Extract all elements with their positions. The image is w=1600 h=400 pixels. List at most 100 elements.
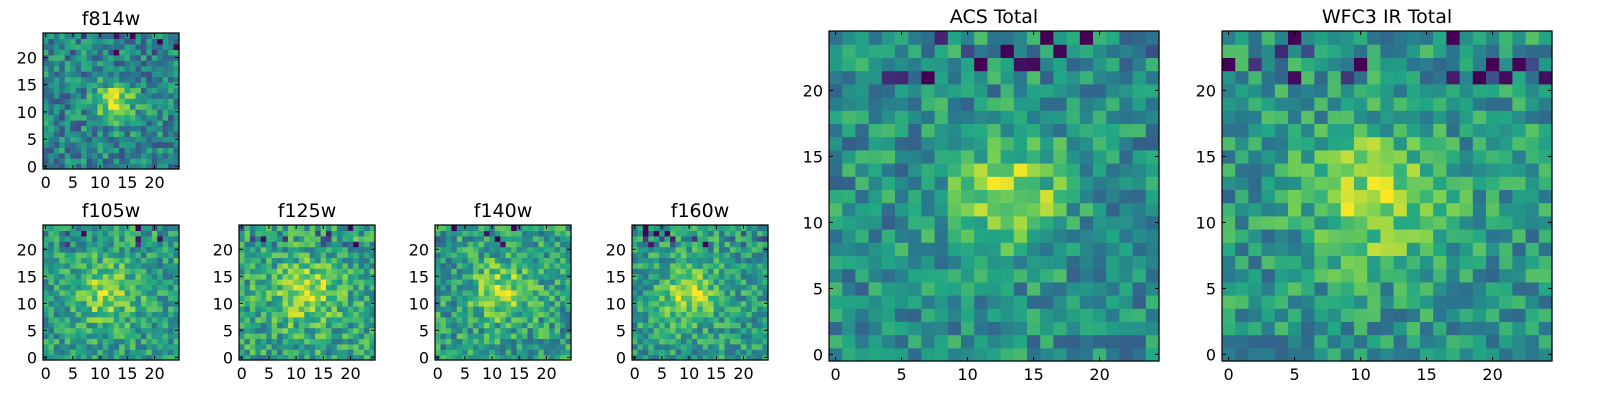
heatmap-cell — [336, 316, 343, 323]
heatmap-cell — [86, 81, 93, 88]
heatmap-cell — [146, 257, 153, 264]
heatmap-cell — [309, 295, 316, 302]
heatmap-cell — [358, 241, 365, 248]
heatmap-cell — [347, 289, 354, 296]
heatmap-cell — [162, 225, 169, 231]
heatmap-cell — [113, 322, 120, 329]
heatmap-cell — [364, 295, 371, 302]
heatmap-cell — [543, 262, 550, 269]
heatmap-cell — [124, 81, 131, 88]
heatmap-cell — [1433, 97, 1447, 111]
heatmap-cell — [1525, 334, 1540, 349]
heatmap-cell — [527, 354, 534, 361]
heatmap-cell — [81, 311, 88, 318]
heatmap-cell — [1354, 176, 1368, 190]
heatmap-cell — [81, 60, 88, 67]
heatmap-cell — [757, 333, 764, 339]
heatmap-cell — [642, 343, 649, 350]
heatmap-cell — [532, 268, 539, 275]
heatmap-cell — [1079, 31, 1094, 45]
heatmap-cell — [336, 268, 343, 275]
heatmap-cell — [1040, 110, 1054, 124]
heatmap-cell — [554, 279, 561, 285]
heatmap-cell — [124, 54, 131, 61]
heatmap-cell — [560, 262, 567, 269]
heatmap-cell — [1327, 295, 1342, 309]
heatmap-cell — [146, 71, 153, 78]
heatmap-cell — [59, 60, 66, 67]
heatmap-cell — [108, 354, 115, 361]
heatmap-cell — [48, 306, 55, 312]
heatmap-cell — [91, 60, 98, 67]
heatmap-cell — [255, 306, 262, 312]
heatmap-cell — [478, 289, 485, 296]
heatmap-cell — [632, 295, 639, 302]
heatmap-cell — [358, 235, 365, 242]
heatmap-cell — [1000, 334, 1015, 349]
heatmap-cell — [1406, 229, 1421, 243]
heatmap-cell — [113, 306, 120, 312]
heatmap-cell — [895, 163, 909, 177]
heatmap-cell — [1093, 321, 1107, 336]
heatmap-cell — [1106, 123, 1120, 138]
heatmap-cell — [113, 246, 120, 253]
heatmap-cell — [358, 306, 365, 312]
heatmap-cell — [358, 279, 365, 285]
heatmap-cell — [729, 295, 736, 302]
heatmap-cell — [130, 158, 137, 165]
heatmap-cell — [554, 268, 561, 275]
heatmap-cell — [746, 279, 753, 285]
heatmap-cell — [1106, 136, 1120, 151]
heatmap-cell — [462, 235, 469, 242]
heatmap-cell — [642, 235, 649, 242]
heatmap-cell — [255, 279, 262, 285]
heatmap-cell — [124, 230, 131, 237]
heatmap-cell — [309, 284, 316, 291]
heatmap-cell — [934, 31, 949, 45]
heatmap-cell — [664, 338, 671, 345]
heatmap-cell — [369, 343, 376, 350]
heatmap-cell — [921, 347, 936, 362]
heatmap-cell — [53, 71, 60, 78]
heatmap-cell — [659, 333, 666, 339]
heatmap-cell — [1327, 347, 1342, 362]
heatmap-cell — [260, 241, 267, 248]
heatmap-cell — [1499, 149, 1513, 164]
heatmap-cell — [719, 338, 726, 345]
heatmap-cell — [1354, 268, 1368, 283]
heatmap-cell — [538, 279, 545, 285]
heatmap-cell — [505, 333, 512, 339]
heatmap-cell — [342, 311, 349, 318]
heatmap-cell — [277, 349, 284, 356]
heatmap-cell — [59, 306, 66, 312]
heatmap-cell — [1288, 255, 1302, 270]
heatmap-cell — [91, 65, 98, 72]
heatmap-cell — [157, 349, 164, 356]
heatmap-cell — [1499, 255, 1513, 270]
heatmap-cell — [451, 268, 458, 275]
heatmap-cell — [113, 289, 120, 296]
heatmap-cell — [287, 349, 294, 356]
heatmap-cell — [293, 257, 300, 264]
heatmap-cell — [320, 333, 327, 339]
heatmap-cell — [86, 130, 93, 137]
heatmap-cell — [1235, 44, 1249, 58]
heatmap-cell — [53, 76, 60, 83]
heatmap-cell — [293, 311, 300, 318]
heatmap-cell — [1145, 97, 1160, 111]
heatmap-cell — [1420, 242, 1434, 256]
heatmap-cell — [751, 322, 758, 329]
heatmap-cell — [751, 235, 758, 242]
heatmap-cell — [494, 354, 501, 361]
heatmap-cell — [1119, 215, 1134, 230]
heatmap-cell — [921, 44, 936, 58]
heatmap-cell — [757, 327, 764, 334]
heatmap-cell — [746, 284, 753, 291]
heatmap-cell — [1288, 229, 1302, 243]
heatmap-cell — [842, 255, 856, 270]
heatmap-cell — [369, 252, 376, 258]
heatmap-cell — [1446, 281, 1461, 296]
heatmap-cell — [113, 54, 120, 61]
heatmap-cell — [162, 349, 169, 356]
heatmap-cell — [947, 255, 962, 270]
